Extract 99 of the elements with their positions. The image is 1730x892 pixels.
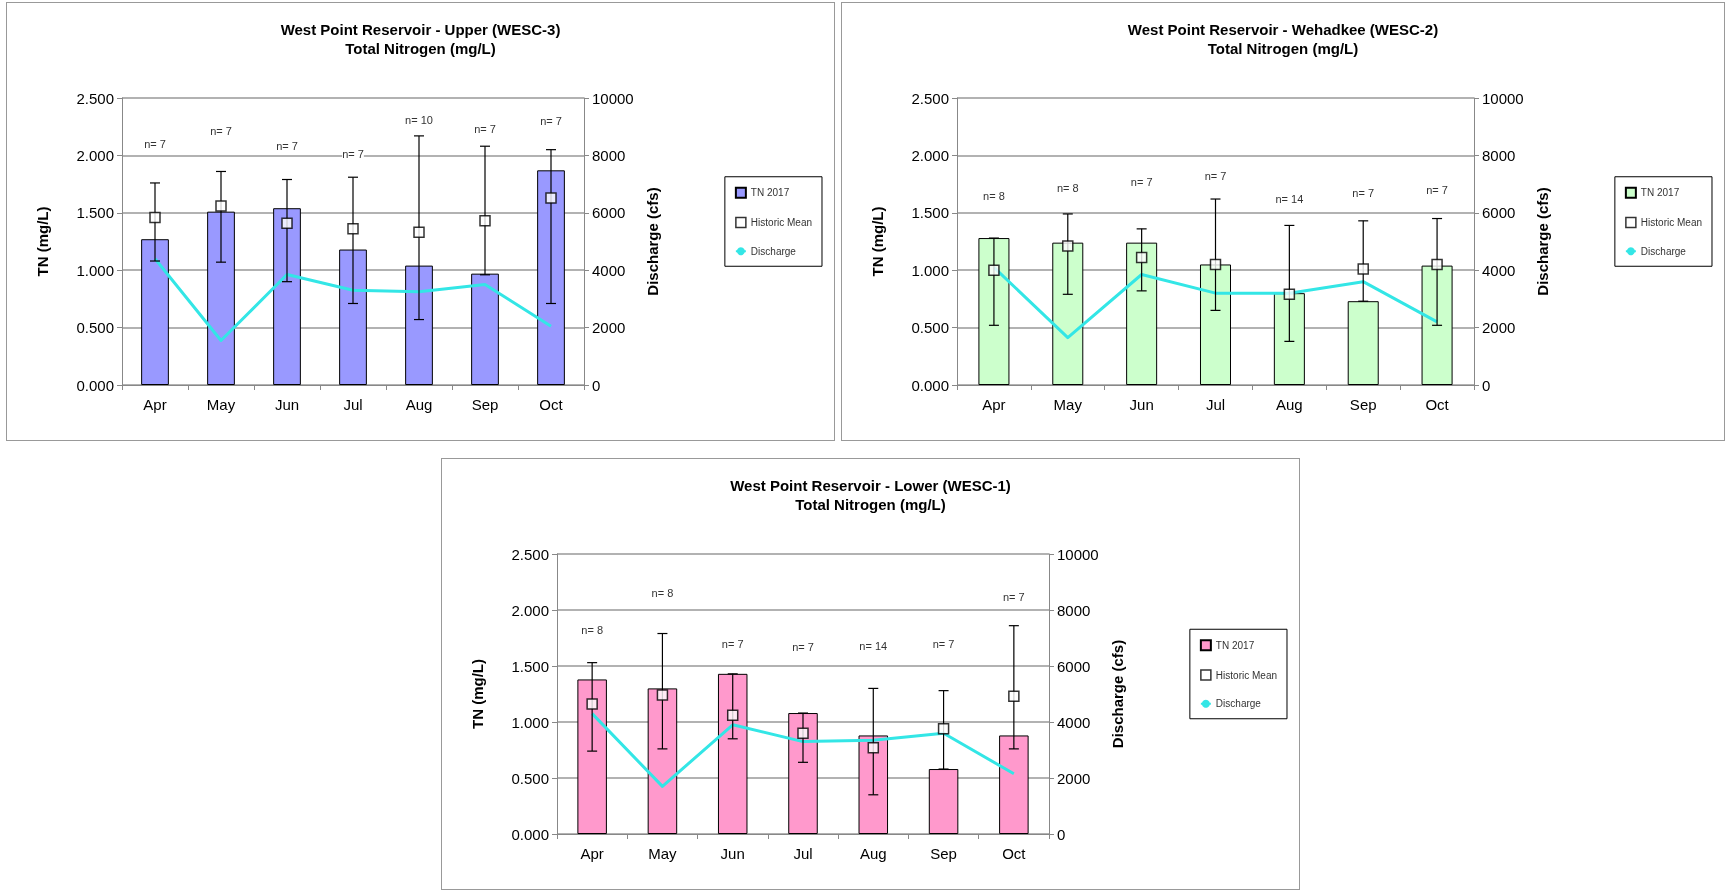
annotation: n= 7 <box>1003 590 1025 603</box>
y2-tick-label: 0 <box>592 376 601 394</box>
chart-subtitle: Total Nitrogen (mg/L) <box>345 40 496 57</box>
legend-label: Historic Mean <box>1215 669 1278 681</box>
y-tick-label: 0.000 <box>911 376 949 394</box>
annotation: n= 7 <box>1204 170 1227 183</box>
y2-tick-label: 4000 <box>1482 261 1516 279</box>
y2-tick-label: 10000 <box>1057 545 1099 563</box>
y2-tick-label: 2000 <box>592 319 626 337</box>
x-tick-label: Jun <box>720 845 745 862</box>
annotation: n= 7 <box>342 148 364 161</box>
y2-tick-label: 2000 <box>1057 769 1091 787</box>
y2-tick-label: 10000 <box>1482 89 1524 107</box>
x-tick-label: Sep <box>471 396 499 413</box>
annotation: n= 7 <box>1130 175 1153 188</box>
x-tick-label: Jul <box>793 845 813 862</box>
annotation: n= 14 <box>1275 193 1304 206</box>
y2-tick-label: 4000 <box>592 261 626 279</box>
annotation: n= 14 <box>859 639 888 652</box>
y-tick-label: 1.000 <box>511 713 549 731</box>
legend-label: Historic Mean <box>1640 217 1703 228</box>
x-tick-label: May <box>648 845 678 862</box>
y-tick-label: 1.000 <box>911 261 949 279</box>
annotation: n= 8 <box>1056 181 1079 194</box>
chart-title: West Point Reservoir - Wehadkee (WESC-2) <box>1127 21 1439 38</box>
x-tick-label: Oct <box>539 396 564 413</box>
annotation: n= 7 <box>540 114 562 127</box>
y2-tick-label: 6000 <box>1057 657 1091 675</box>
y2-axis-title: Discharge (cfs) <box>643 187 661 296</box>
y-tick-label: 0.500 <box>76 319 114 337</box>
legend-label: Discharge <box>750 245 797 257</box>
annotation: n= 7 <box>932 637 955 650</box>
y-tick-label: 2.000 <box>76 146 114 164</box>
annotation: n= 10 <box>405 113 433 126</box>
y2-tick-label: 0 <box>1482 376 1491 394</box>
y-tick-label: 2.000 <box>511 601 549 619</box>
y2-tick-label: 8000 <box>592 146 626 164</box>
y-tick-label: 0.500 <box>911 319 949 337</box>
y-tick-label: 0.000 <box>76 376 114 394</box>
x-tick-label: Aug <box>1276 396 1303 413</box>
annotation: n= 7 <box>1352 187 1375 200</box>
y2-tick-label: 0 <box>1057 825 1066 843</box>
legend-label: TN 2017 <box>1640 187 1680 199</box>
y2-tick-label: 6000 <box>1482 204 1516 222</box>
y-axis-title: TN (mg/L) <box>34 206 51 277</box>
legend-label: Discharge <box>1215 698 1262 710</box>
legend-label: Historic Mean <box>750 217 813 228</box>
annotation: n= 7 <box>276 140 298 153</box>
y-tick-label: 1.000 <box>76 261 114 279</box>
y-tick-label: 0.500 <box>511 769 549 787</box>
x-tick-label: Oct <box>1425 396 1450 413</box>
annotation: n= 7 <box>792 640 814 653</box>
x-tick-label: Apr <box>982 396 1006 413</box>
annotation: n= 7 <box>721 637 744 650</box>
x-tick-label: Jul <box>343 396 363 413</box>
x-tick-label: Jun <box>274 396 300 413</box>
annotation: n= 7 <box>474 123 496 135</box>
x-tick-label: Oct <box>1002 845 1027 862</box>
y2-tick-label: 4000 <box>1057 713 1091 731</box>
annotation: n= 8 <box>581 624 603 637</box>
x-tick-label: Jul <box>1205 396 1226 413</box>
chart-subtitle: Total Nitrogen (mg/L) <box>795 496 946 513</box>
y-tick-label: 2.000 <box>911 146 949 164</box>
x-tick-label: Jun <box>1129 396 1154 413</box>
x-tick-label: Apr <box>580 845 604 862</box>
y-axis-title: TN (mg/L) <box>469 659 486 729</box>
y-axis-title: TN (mg/L) <box>869 206 886 277</box>
y-tick-label: 2.500 <box>911 89 949 107</box>
x-tick-label: Sep <box>930 845 957 862</box>
x-tick-label: Aug <box>405 396 433 413</box>
y-tick-label: 1.500 <box>76 204 114 222</box>
y2-tick-label: 10000 <box>592 89 634 107</box>
annotation: n= 7 <box>1426 183 1448 196</box>
x-tick-label: May <box>1053 396 1083 413</box>
y2-tick-label: 8000 <box>1057 601 1091 619</box>
x-tick-label: Apr <box>143 396 167 413</box>
y2-axis-title: Discharge (cfs) <box>1108 639 1126 749</box>
annotation: n= 8 <box>983 189 1005 202</box>
chart-subtitle: Total Nitrogen (mg/L) <box>1207 40 1359 57</box>
y2-tick-label: 8000 <box>1482 146 1516 164</box>
x-tick-label: Sep <box>1349 396 1377 413</box>
y-tick-label: 1.500 <box>911 204 949 222</box>
x-tick-label: May <box>206 396 236 413</box>
annotation: n= 7 <box>144 137 166 150</box>
y-tick-label: 1.500 <box>511 657 549 675</box>
chart-title: West Point Reservoir - Lower (WESC-1) <box>730 477 1011 494</box>
x-tick-label: Aug <box>859 845 887 862</box>
y2-tick-label: 2000 <box>1482 319 1516 337</box>
chart-title: West Point Reservoir - Upper (WESC-3) <box>280 21 561 38</box>
y-tick-label: 2.500 <box>76 89 114 107</box>
y2-tick-label: 6000 <box>592 204 626 222</box>
annotation: n= 7 <box>210 125 232 138</box>
legend-label: TN 2017 <box>1215 639 1255 651</box>
y-tick-label: 0.000 <box>511 825 549 843</box>
legend-label: TN 2017 <box>750 187 790 199</box>
y2-axis-title: Discharge (cfs) <box>1533 187 1551 296</box>
legend-label: Discharge <box>1640 245 1687 257</box>
annotation: n= 8 <box>651 587 674 600</box>
y-tick-label: 2.500 <box>511 545 549 563</box>
